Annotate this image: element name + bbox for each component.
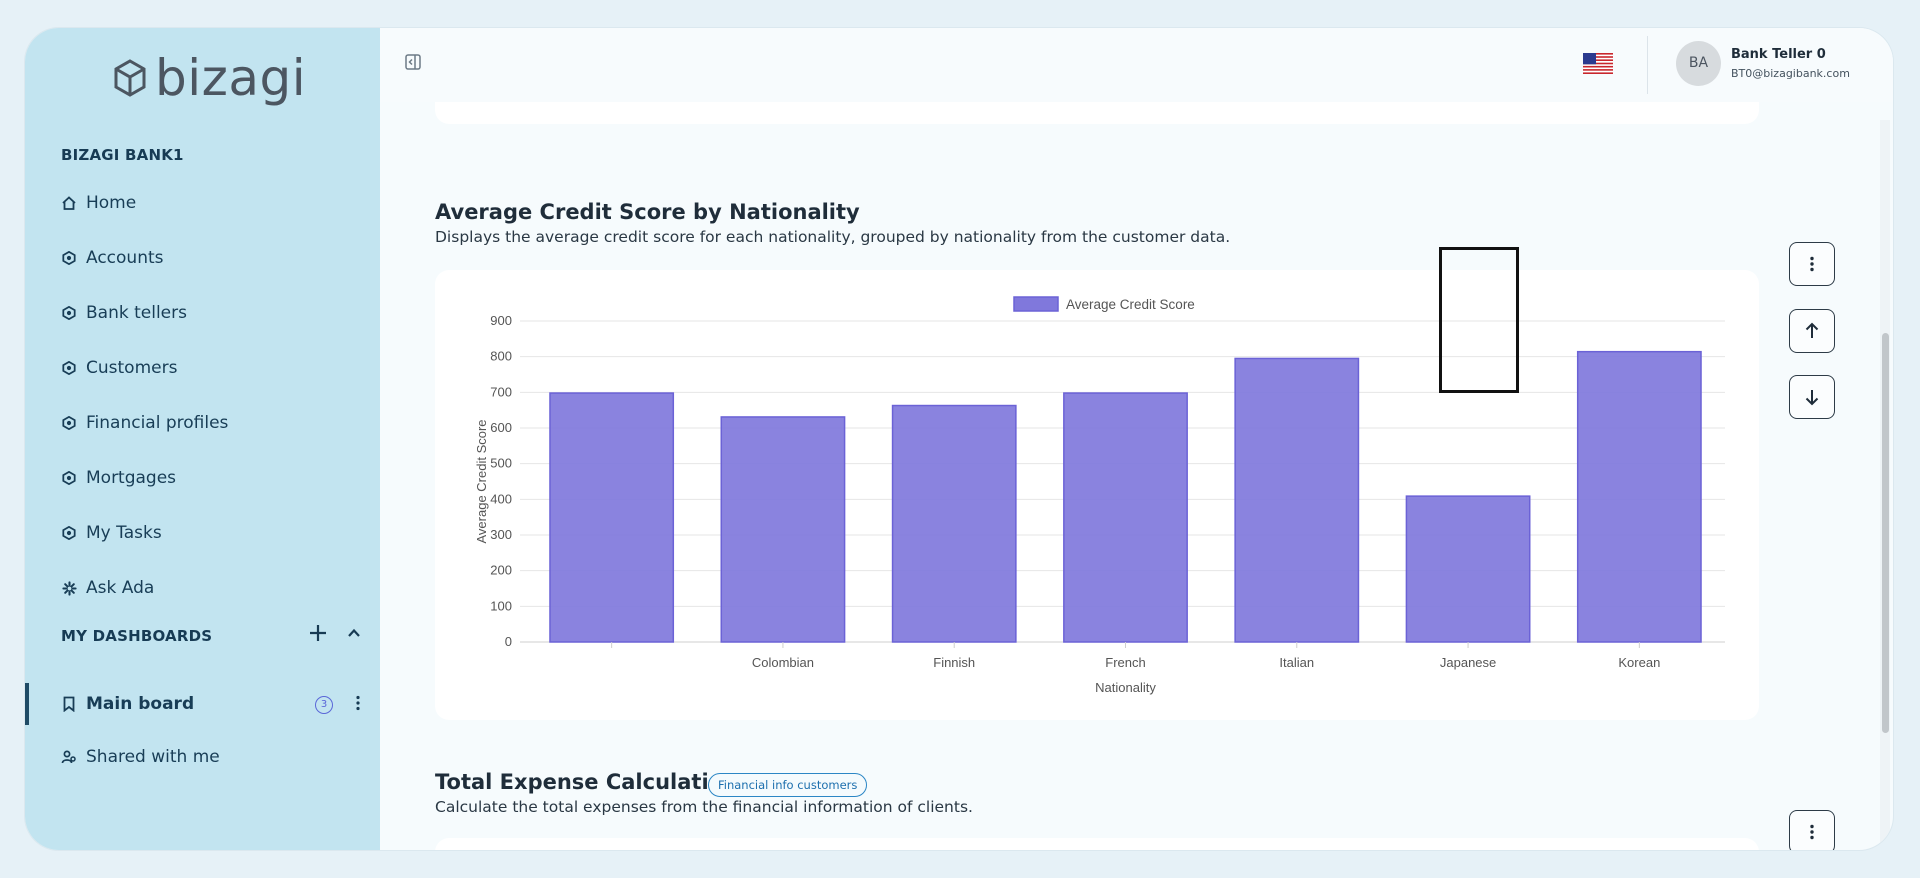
sidebar-item-main-board[interactable]: Main board 3 — [25, 683, 380, 725]
main-board-link[interactable]: Main board — [61, 689, 194, 719]
sidebar-item-financial-profiles[interactable]: Financial profiles — [61, 408, 228, 438]
entity-icon — [61, 360, 77, 376]
chart-bar — [1063, 392, 1188, 643]
chart-bar — [549, 392, 675, 643]
legend-label: Average Credit Score — [1066, 297, 1195, 312]
credit-score-bar-chart: 0 100 200 300 400 500 600 700 800 900 Colombian Fin… — [474, 296, 1725, 695]
credit-chart-card: 0 100 200 300 400 500 600 700 800 900 Colombian Fin… — [435, 270, 1759, 720]
collapse-sidebar-icon[interactable] — [405, 54, 423, 72]
y-tick-label: 800 — [490, 349, 512, 364]
sidebar-item-mortgages[interactable]: Mortgages — [61, 463, 176, 493]
sidebar-item-label: Bank tellers — [86, 303, 187, 323]
widget-reorder-group — [1439, 247, 1519, 393]
app-window: bizagi BIZAGI BANK1 Home Accounts Bank t… — [25, 28, 1893, 850]
chart-bar — [1405, 495, 1531, 643]
widget-options-button[interactable] — [1789, 242, 1835, 286]
brand-name: bizagi — [155, 49, 307, 107]
logo-cube-icon — [114, 59, 146, 97]
sidebar-item-home[interactable]: Home — [61, 188, 136, 218]
y-tick-label: 700 — [490, 384, 512, 399]
sidebar-item-label: Accounts — [86, 248, 164, 268]
y-tick-label: 300 — [490, 527, 512, 542]
topbar-divider — [1647, 36, 1648, 94]
sidebar-item-label: My Tasks — [86, 523, 162, 543]
chevron-up-icon[interactable] — [346, 625, 364, 643]
scrollbar-thumb[interactable] — [1882, 333, 1889, 733]
entity-icon — [61, 470, 77, 486]
x-tick-label: French — [1105, 655, 1145, 670]
x-tick-label: Italian — [1279, 655, 1314, 670]
more-vertical-icon[interactable] — [355, 695, 363, 713]
widget-options-button[interactable] — [1789, 810, 1835, 850]
widget-description: Calculate the total expenses from the fi… — [435, 798, 973, 816]
x-tick-label: Japanese — [1440, 655, 1496, 670]
sidebar-item-shared-with-me[interactable]: Shared with me — [61, 742, 220, 772]
x-tick-label: Korean — [1618, 655, 1660, 670]
sidebar-item-customers[interactable]: Customers — [61, 353, 177, 383]
y-tick-label: 900 — [490, 313, 512, 328]
chart-bar — [1576, 350, 1702, 643]
dashboard-count-badge: 3 — [315, 696, 333, 714]
sidebar-item-label: Shared with me — [86, 747, 220, 767]
y-tick-label: 200 — [490, 563, 512, 578]
sidebar-item-label: Ask Ada — [86, 578, 155, 598]
arrow-up-icon — [1805, 322, 1819, 338]
user-name: Bank Teller 0 — [1731, 47, 1826, 62]
sidebar-item-accounts[interactable]: Accounts — [61, 243, 164, 273]
chart-bar — [1234, 357, 1360, 643]
sidebar-item-label: Home — [86, 193, 137, 213]
top-bar: BA Bank Teller 0 BT0@bizagibank.com — [380, 28, 1893, 102]
more-vertical-icon — [1810, 256, 1814, 272]
dashboard-content: Average Credit Score by Nationality Disp… — [380, 102, 1893, 850]
avatar[interactable]: BA — [1676, 41, 1721, 86]
entity-icon — [61, 415, 77, 431]
legend-swatch — [1013, 296, 1059, 312]
widget-title: Average Credit Score by Nationality — [435, 200, 860, 224]
y-tick-label: 100 — [490, 598, 512, 613]
entity-icon — [61, 305, 77, 321]
sidebar-item-label: Customers — [86, 358, 178, 378]
entity-icon — [61, 250, 77, 266]
sidebar-item-label: Main board — [86, 694, 195, 714]
sidebar-item-label: Financial profiles — [86, 413, 229, 433]
expense-widget-card — [435, 838, 1759, 850]
y-axis-label: Average Credit Score — [474, 419, 489, 543]
y-tick-label: 600 — [490, 420, 512, 435]
entity-icon — [61, 525, 77, 541]
widget-description: Displays the average credit score for ea… — [435, 228, 1231, 246]
sidebar-item-label: Mortgages — [86, 468, 177, 488]
widget-title: Total Expense Calculation — [435, 770, 739, 794]
x-tick-label: Colombian — [752, 655, 814, 670]
shared-users-icon — [61, 749, 77, 765]
more-vertical-icon — [1810, 824, 1814, 840]
sparkle-icon — [61, 580, 77, 596]
add-dashboard-button[interactable] — [307, 623, 329, 645]
us-flag-icon[interactable] — [1583, 53, 1613, 74]
y-tick-label: 0 — [505, 634, 512, 649]
chart-bar — [891, 404, 1017, 643]
sidebar-item-ask-ada[interactable]: Ask Ada — [61, 573, 154, 603]
y-tick-label: 400 — [490, 491, 512, 506]
y-tick-label: 500 — [490, 456, 512, 471]
sidebar: bizagi BIZAGI BANK1 Home Accounts Bank t… — [25, 28, 380, 850]
sidebar-item-bank-tellers[interactable]: Bank tellers — [61, 298, 187, 328]
previous-widget-card — [435, 102, 1759, 124]
bookmark-icon — [61, 696, 77, 712]
x-axis-label: Nationality — [1095, 680, 1156, 695]
chart-bar — [720, 416, 846, 643]
x-tick-label: Finnish — [933, 655, 975, 670]
sidebar-item-my-tasks[interactable]: My Tasks — [61, 518, 162, 548]
arrow-down-icon — [1805, 390, 1819, 406]
source-tag-chip: Financial info customers — [708, 773, 868, 797]
org-title: BIZAGI BANK1 — [61, 146, 184, 164]
user-email: BT0@bizagibank.com — [1731, 67, 1850, 80]
move-widget-up-button[interactable] — [1789, 309, 1835, 353]
move-widget-down-button[interactable] — [1789, 375, 1835, 419]
dashboards-title: MY DASHBOARDS — [61, 627, 213, 645]
brand-logo[interactable]: bizagi — [113, 50, 306, 106]
home-icon — [61, 195, 77, 211]
